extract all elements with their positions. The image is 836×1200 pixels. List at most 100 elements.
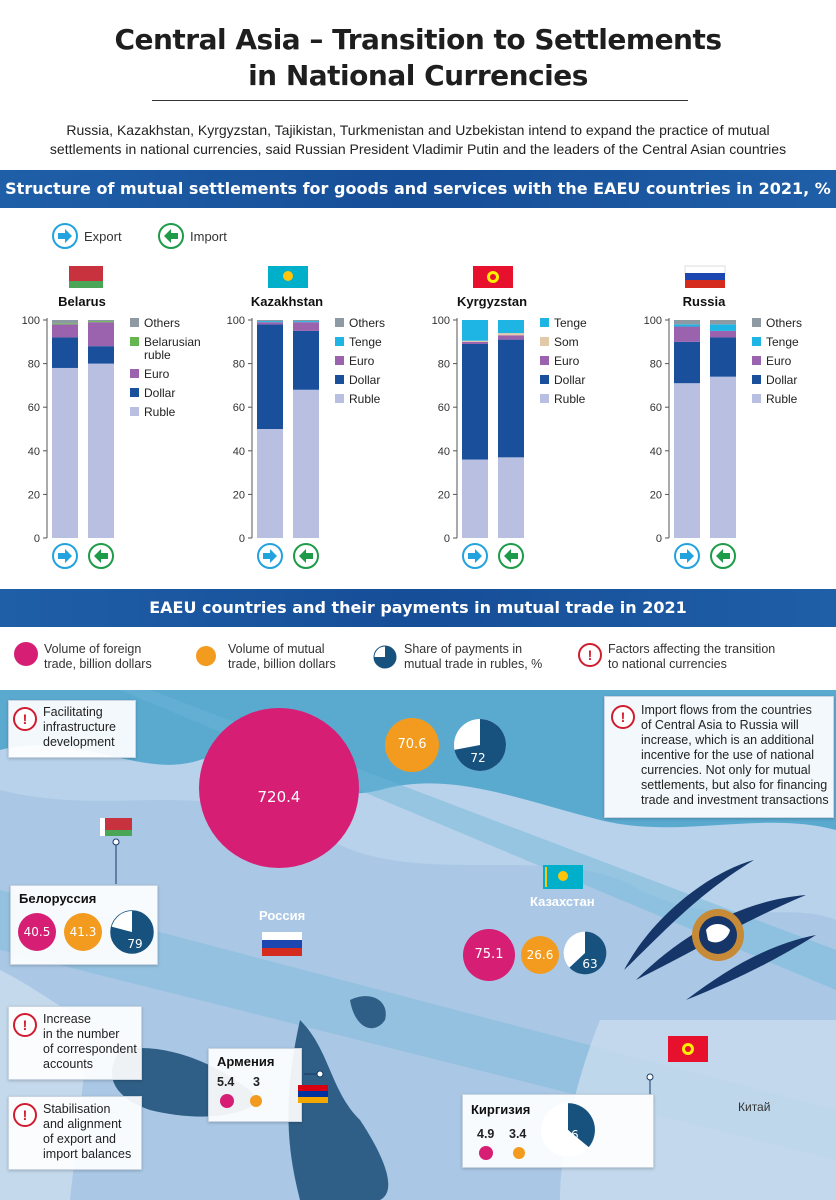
belarus-bar-import-others bbox=[88, 320, 114, 322]
belarus-bar-export-others bbox=[52, 320, 78, 324]
kyrgyzstan-flag-icon bbox=[668, 1036, 708, 1062]
kyrgyzstan-legend-swatch-euro bbox=[540, 356, 549, 365]
belarus-panel: Белоруссия 40.5 41.3 79 bbox=[10, 885, 158, 965]
factor-stabilisation-line-2: and alignment bbox=[43, 1117, 122, 1131]
kazakhstan-mutual-trade-circle bbox=[521, 936, 559, 974]
belarus-legend-label-belarusian_ruble-2: ruble bbox=[144, 348, 171, 362]
russia-y-tick-label-20: 20 bbox=[650, 489, 662, 501]
belarus-y-tick-label-80: 80 bbox=[28, 359, 40, 371]
belarus-y-tick-label-20: 20 bbox=[28, 489, 40, 501]
kazakhstan-bar-export-others bbox=[257, 320, 283, 322]
kazakhstan-import-icon-arrow bbox=[299, 549, 313, 563]
belarus-bar-import-ruble bbox=[88, 363, 114, 538]
legend-factors: Factors affecting the transition to nati… bbox=[608, 642, 775, 672]
kyrgyzstan-mutual-trade-value: 3.4 bbox=[509, 1127, 527, 1141]
kazakhstan-flag-sun bbox=[283, 271, 293, 281]
belarus-mutual-trade-circle bbox=[64, 913, 102, 951]
subtitle-line-2: settlements in national currencies, said… bbox=[49, 141, 787, 157]
armenia-panel: Армения 5.4 3 bbox=[208, 1048, 302, 1122]
kyrgyzstan-legend-label-dollar: Dollar bbox=[554, 373, 585, 387]
belarus-flag-ornament bbox=[63, 266, 69, 288]
factor-correspondent-accounts-icon: ! bbox=[13, 1013, 37, 1037]
kazakhstan-bar-export-tenge bbox=[257, 321, 283, 323]
russia-bar-import-ruble bbox=[710, 376, 736, 538]
factor-correspondent-accounts: ! Increase in the number of corresponden… bbox=[8, 1006, 142, 1080]
kyrgyzstan-legend-label-euro: Euro bbox=[554, 354, 580, 368]
kyrgyzstan-legend-label-tenge: Tenge bbox=[554, 316, 587, 330]
subtitle: Russia, Kazakhstan, Kyrgyzstan, Tajikist… bbox=[40, 121, 796, 159]
belarus-chart-title: Belarus bbox=[58, 294, 106, 309]
russia-flag-white bbox=[684, 265, 726, 275]
russia-foreign-trade-value: 720.4 bbox=[257, 788, 301, 806]
kazakhstan-bar-import-dollar bbox=[293, 330, 319, 390]
kyrgyzstan-flag-icon bbox=[473, 266, 513, 288]
belarus-foreign-trade-circle bbox=[18, 913, 56, 951]
russia-import-icon bbox=[710, 543, 736, 569]
kyrgyzstan-panel: Киргизия 4.9 3.4 36 bbox=[462, 1094, 654, 1168]
legend-mutual-line-2: trade, billion dollars bbox=[228, 657, 336, 671]
foreign-trade-legend-icon bbox=[14, 642, 38, 666]
kyrgyzstan-y-tick-label-60: 60 bbox=[438, 402, 450, 414]
eaeu-map: 720.4 70.6 72 Россия Белоруссия 40.5 41.… bbox=[0, 690, 836, 1200]
kyrgyzstan-y-tick-label-20: 20 bbox=[438, 489, 450, 501]
factor-import-flows-icon: ! bbox=[611, 705, 635, 729]
russia-chart: Russia 0 20 40 60 80 100 Others Tenge Euro Dollar R… bbox=[644, 265, 802, 569]
belarus-mutual-trade-value: 41.3 bbox=[69, 925, 97, 939]
belarus-import-icon-arrow bbox=[94, 549, 108, 563]
kazakhstan-legend-swatch-others bbox=[335, 318, 344, 327]
kyrgyzstan-legend-swatch-som bbox=[540, 337, 549, 346]
legend-share: Share of payments in mutual trade in rub… bbox=[404, 642, 542, 672]
factor-correspondent-accounts-line-3: of correspondent bbox=[43, 1042, 137, 1056]
kazakhstan-legend-swatch-dollar bbox=[335, 375, 344, 384]
russia-chart-title: Russia bbox=[683, 294, 726, 309]
russia-y-tick-label-0: 0 bbox=[656, 533, 662, 545]
kyrgyzstan-export-icon bbox=[462, 543, 488, 569]
russia-legend-swatch-tenge bbox=[752, 337, 761, 346]
factor-stabilisation-icon: ! bbox=[13, 1103, 37, 1127]
kyrgyzstan-legend-swatch-ruble bbox=[540, 394, 549, 403]
kazakhstan-y-tick-label-100: 100 bbox=[227, 315, 245, 327]
russia-legend-swatch-ruble bbox=[752, 394, 761, 403]
russia-y-tick-label-40: 40 bbox=[650, 446, 662, 458]
russia-y-tick-label-100: 100 bbox=[644, 315, 662, 327]
title-divider bbox=[152, 100, 688, 101]
kazakhstan-export-icon-arrow bbox=[263, 549, 277, 563]
china-map-label: Китай bbox=[738, 1100, 771, 1114]
kazakhstan-ruble-share-pie bbox=[563, 931, 607, 975]
belarus-chart: Belarus 0 20 40 60 80 100 Others Belarusian ruble… bbox=[22, 266, 201, 569]
kyrgyzstan-import-icon-arrow bbox=[504, 549, 518, 563]
russia-import-icon-arrow bbox=[716, 549, 730, 563]
russia-mutual-trade-circle bbox=[385, 718, 439, 772]
factor-import-flows-line-1: Import flows from the countries bbox=[641, 703, 812, 717]
belarus-legend-swatch-belarusian_ruble bbox=[130, 337, 139, 346]
russia-flag-icon bbox=[262, 932, 302, 956]
belarus-y-tick-label-0: 0 bbox=[34, 533, 40, 545]
russia-export-icon-arrow bbox=[680, 549, 694, 563]
kazakhstan-mutual-trade-value: 26.6 bbox=[526, 948, 554, 962]
factor-import-flows-line-7: trade and investment transactions bbox=[641, 793, 829, 807]
legend-foreign-line-1: Volume of foreign bbox=[44, 642, 142, 656]
kyrgyzstan-foreign-trade-circle bbox=[479, 1146, 493, 1160]
belarus-ruble-share-wedge bbox=[110, 910, 154, 954]
factor-stabilisation: ! Stabilisation and alignment of export … bbox=[8, 1096, 142, 1170]
russia-flag-blue bbox=[685, 273, 725, 281]
legend-import: Import bbox=[158, 222, 227, 250]
belarus-bar-export-belarusian_ruble bbox=[52, 323, 78, 325]
kyrgyzstan-legend-label-ruble: Ruble bbox=[554, 392, 586, 406]
armenia-foreign-trade-value: 5.4 bbox=[217, 1075, 235, 1089]
russia-export-icon bbox=[674, 543, 700, 569]
kazakhstan-export-icon bbox=[257, 543, 283, 569]
kyrgyzstan-bar-export-euro bbox=[462, 341, 488, 344]
factor-import-flows-line-5: currencies. Not only for mutual bbox=[641, 763, 811, 777]
belarus-legend-label-euro: Euro bbox=[144, 367, 170, 381]
belarus-bar-import-belarusian_ruble bbox=[88, 321, 114, 323]
russia-map-label: Россия bbox=[259, 908, 306, 923]
russia-bar-import-others bbox=[710, 320, 736, 325]
russia-ruble-share-wedge bbox=[454, 719, 506, 771]
belarus-panel-title: Белоруссия bbox=[19, 891, 97, 906]
kyrgyzstan-bar-export-som bbox=[462, 340, 488, 342]
kazakhstan-bar-export-dollar bbox=[257, 324, 283, 429]
belarus-y-tick-label-100: 100 bbox=[22, 315, 40, 327]
import-arrow-icon bbox=[158, 223, 184, 249]
belarus-import-icon bbox=[88, 543, 114, 569]
